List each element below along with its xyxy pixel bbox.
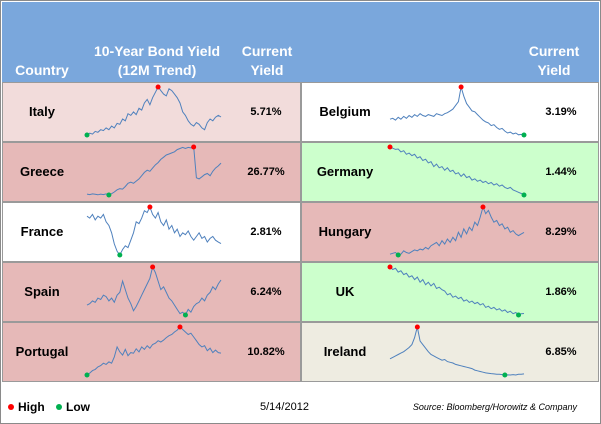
header-country: Country	[15, 62, 69, 78]
country-row-belgium: Belgium 3.19%	[301, 82, 599, 142]
table-header: Country 10-Year Bond Yield (12M Trend) C…	[2, 2, 599, 82]
sparkline-series	[389, 146, 525, 196]
header-right-current-line2: Yield	[537, 62, 571, 78]
low-point	[395, 252, 401, 258]
report-date: 5/14/2012	[260, 401, 309, 413]
current-yield: 3.19%	[545, 106, 577, 118]
current-yield: 26.77%	[247, 166, 285, 178]
high-point	[414, 324, 420, 330]
sparkline-greece	[86, 144, 222, 198]
low-point	[84, 132, 90, 138]
low-point	[516, 312, 522, 318]
country-row-germany: Germany 1.44%	[301, 142, 599, 202]
sparkline-series	[389, 326, 525, 376]
sparkline-uk	[387, 264, 525, 318]
country-name: Portugal	[15, 344, 69, 359]
high-point	[387, 144, 393, 150]
header-current-line1: Current	[241, 43, 293, 59]
current-yield: 6.85%	[545, 346, 577, 358]
high-point	[387, 264, 393, 270]
low-point	[521, 192, 527, 198]
footer: High Low 5/14/2012 Source: Bloomberg/Hor…	[2, 383, 599, 423]
sparkline-series	[86, 326, 222, 376]
sparkline-spain	[86, 264, 222, 318]
sparkline-italy	[84, 84, 222, 138]
country-name: UK	[335, 284, 355, 299]
high-point	[147, 204, 153, 210]
country-row-greece: Greece 26.77%	[2, 142, 301, 202]
country-name: Greece	[19, 164, 65, 179]
low-point	[521, 132, 527, 138]
current-yield: 2.81%	[250, 226, 282, 238]
current-yield: 1.86%	[545, 286, 577, 298]
country-row-ireland: Ireland 6.85%	[301, 322, 599, 382]
sparkline-series	[389, 205, 525, 256]
current-yield: 1.44%	[545, 166, 577, 178]
header-right-current-line1: Current	[528, 43, 580, 59]
country-name: Hungary	[318, 224, 372, 239]
high-point	[177, 324, 183, 330]
source-note: Source: Bloomberg/Horowitz & Company	[412, 402, 577, 412]
country-name: Spain	[24, 284, 60, 299]
country-name: Belgium	[319, 104, 371, 119]
low-point	[106, 192, 112, 198]
country-name: France	[20, 224, 64, 239]
low-marker-icon	[56, 404, 62, 410]
sparkline-series	[86, 205, 222, 256]
current-yield: 6.24%	[250, 286, 282, 298]
current-yield: 8.29%	[545, 226, 577, 238]
current-yield: 10.82%	[247, 346, 285, 358]
high-point	[458, 84, 464, 90]
low-point	[502, 372, 508, 378]
header-bond-line2: (12M Trend)	[117, 62, 197, 78]
country-row-france: France 2.81%	[2, 202, 301, 262]
sparkline-series	[86, 86, 222, 136]
country-name: Italy	[28, 104, 55, 119]
high-marker-icon	[8, 404, 14, 410]
legend-low: Low	[66, 400, 90, 414]
sparkline-series	[86, 265, 222, 316]
high-point	[155, 84, 161, 90]
sparkline-ireland	[389, 324, 525, 378]
high-point	[191, 144, 197, 150]
header-bond-line1: 10-Year Bond Yield	[93, 43, 221, 59]
sparkline-germany	[387, 144, 527, 198]
sparkline-series	[86, 146, 222, 196]
header-current-line2: Yield	[250, 62, 284, 78]
country-row-spain: Spain 6.24%	[2, 262, 301, 322]
legend-high: High	[18, 400, 45, 414]
low-point	[84, 372, 90, 378]
high-point	[150, 264, 156, 270]
country-row-portugal: Portugal 10.82%	[2, 322, 301, 382]
sparkline-series	[389, 86, 525, 136]
sparkline-france	[86, 204, 222, 258]
country-name: Germany	[316, 164, 374, 179]
high-point	[480, 204, 486, 210]
country-row-uk: UK 1.86%	[301, 262, 599, 322]
sparkline-portugal	[84, 324, 222, 378]
low-point	[117, 252, 123, 258]
sparkline-series	[389, 266, 525, 316]
current-yield: 5.71%	[250, 106, 282, 118]
country-name: Ireland	[323, 344, 367, 359]
sparkline-hungary	[389, 204, 525, 258]
country-row-italy: Italy 5.71%	[2, 82, 301, 142]
country-row-hungary: Hungary 8.29%	[301, 202, 599, 262]
low-point	[182, 312, 188, 318]
sparkline-belgium	[389, 84, 527, 138]
